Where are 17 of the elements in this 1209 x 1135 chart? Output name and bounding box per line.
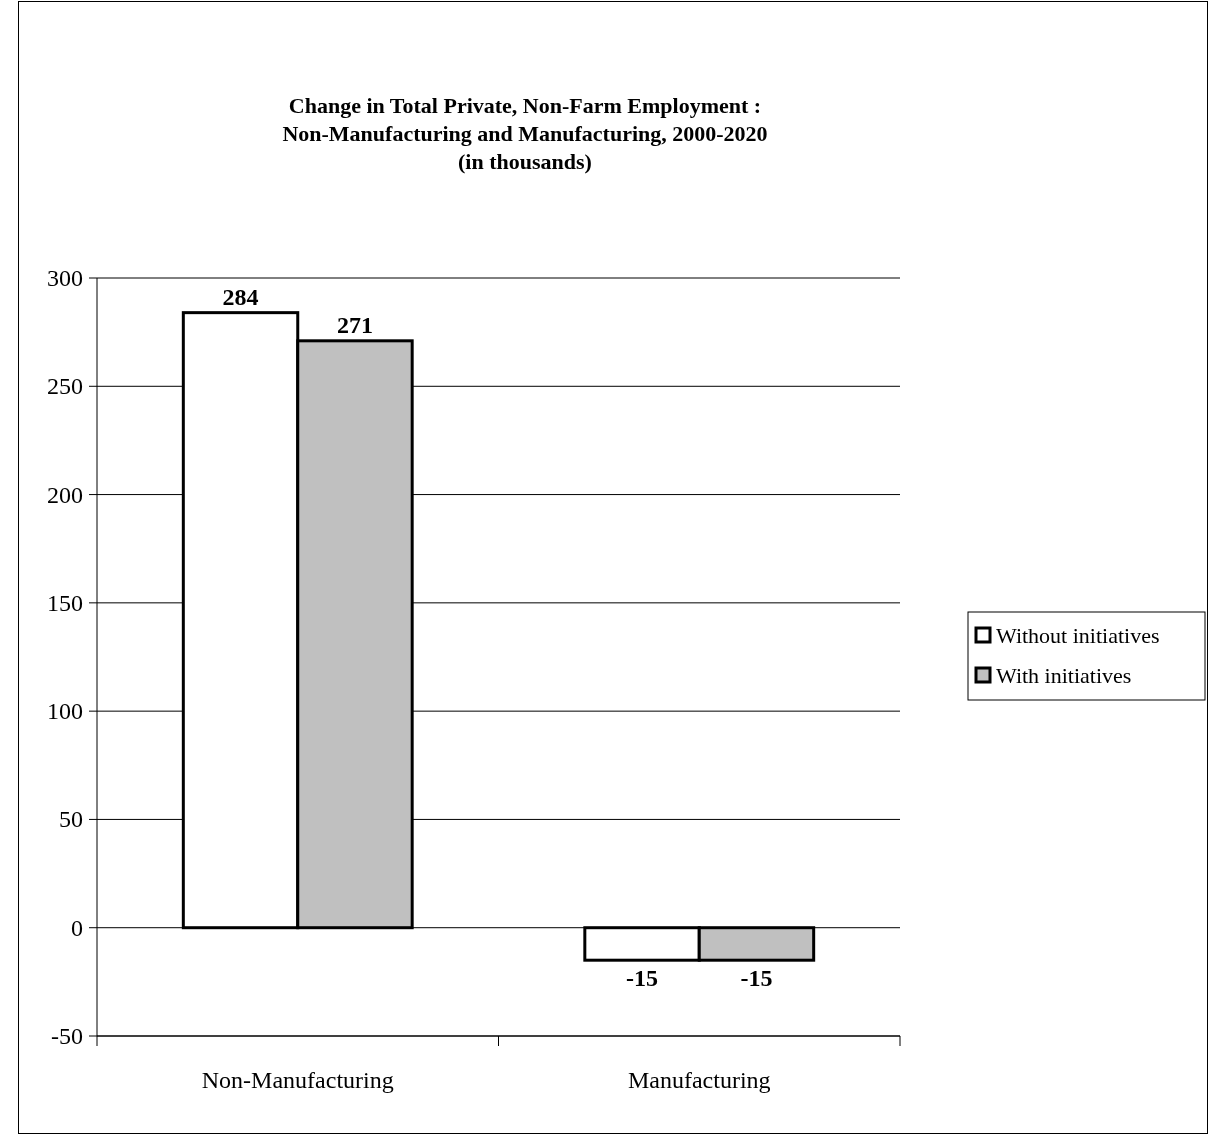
y-tick-label: 0 [71,914,83,941]
y-tick-label: 200 [47,481,83,508]
legend-label: With initiatives [996,663,1132,688]
legend-label: Without initiatives [996,623,1160,648]
y-tick-label: 150 [47,589,83,616]
y-tick-label: 250 [47,373,83,400]
data-label: 284 [222,283,259,310]
y-tick-label: 300 [47,265,83,291]
chart-title: Change in Total Private, Non-Farm Employment : Non-Manufacturing and Manufacturing, 2000-2020 (in thousands) [282,93,768,174]
y-tick-label: 100 [47,698,83,725]
x-tick-label: Manufacturing [627,1067,771,1093]
x-tick-label: Non-Manufacturing [201,1067,394,1093]
y-tick-label: 50 [59,806,83,833]
y-tick-label: -50 [51,1023,83,1049]
data-label: -15 [740,965,773,992]
data-label: -15 [626,965,659,992]
data-label: 271 [336,311,373,338]
